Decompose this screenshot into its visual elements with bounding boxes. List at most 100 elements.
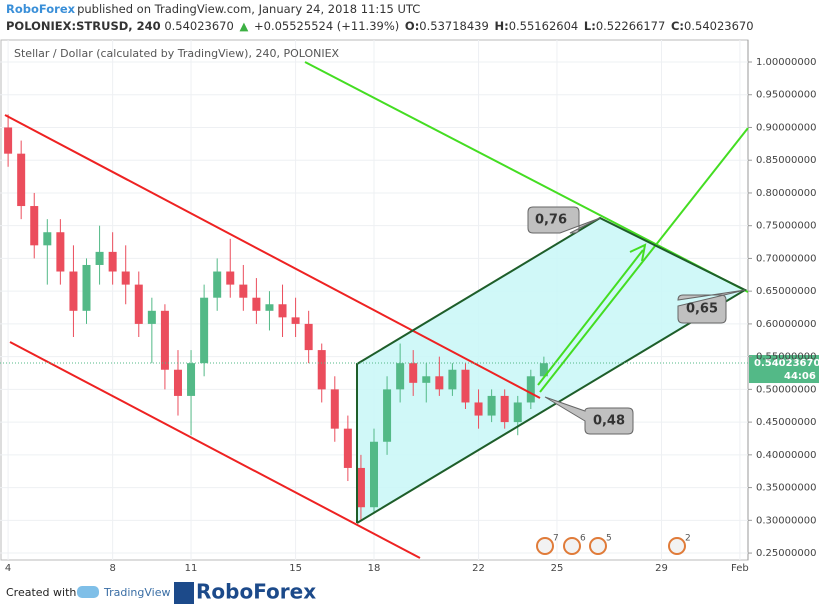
y-tick-label: 0.95000000 <box>756 90 816 101</box>
candle-body <box>383 389 392 442</box>
y-tick-label: 0.50000000 <box>756 384 816 395</box>
annotation-label: 0,76 <box>535 213 567 228</box>
last-price-label: 0.54023670 <box>754 358 820 369</box>
candle-body <box>69 271 78 311</box>
candle-body <box>317 350 326 390</box>
y-tick-label: 0.70000000 <box>756 253 816 264</box>
y-tick-label: 0.45000000 <box>756 417 816 428</box>
candle-body <box>239 284 248 298</box>
candle-body <box>435 376 444 390</box>
candle-body <box>4 127 13 154</box>
callout <box>527 206 601 234</box>
candle-body <box>448 369 457 390</box>
candle-body <box>30 206 39 246</box>
event-icon <box>668 537 686 555</box>
l: 0.52266177 <box>595 19 666 33</box>
candle-body <box>108 251 117 272</box>
red-lower-line <box>9 341 421 559</box>
y-tick-label: 0.35000000 <box>756 483 816 494</box>
green-line <box>304 61 749 293</box>
x-tick-label: 4 <box>5 563 11 574</box>
callout <box>677 289 746 324</box>
candle-body <box>539 363 548 377</box>
chart-title: Stellar / Dollar (calculated by TradingV… <box>14 47 340 60</box>
x-tick-label: 22 <box>472 563 485 574</box>
symbol-line: POLONIEX:STRUSD, 240 0.54023670 ▲ +0.055… <box>6 19 756 33</box>
candle-body <box>17 153 26 207</box>
event-count: 7 <box>553 534 559 544</box>
candle-body <box>200 297 209 364</box>
candle-body <box>343 428 352 468</box>
price: 0.54023670 <box>164 19 234 33</box>
event-icon <box>563 537 581 555</box>
y-tick-label: 0.40000000 <box>756 450 816 461</box>
candle-body <box>56 232 65 272</box>
x-tick-label: 15 <box>289 563 302 574</box>
rf-logo <box>174 582 194 604</box>
candle-body <box>82 264 91 311</box>
candle-body <box>147 310 156 324</box>
candle-body <box>370 441 378 508</box>
candle-body <box>226 271 235 285</box>
candle-body <box>160 310 169 370</box>
footer-tv: TradingView <box>103 586 170 599</box>
event-count: 5 <box>606 534 612 544</box>
brand: RoboForex <box>6 2 76 16</box>
candle-body <box>409 363 418 383</box>
h: 0.55162604 <box>508 19 579 33</box>
x-tick-label: 8 <box>109 563 115 574</box>
candles <box>4 114 548 521</box>
green-rising-line <box>539 127 749 393</box>
candle-body <box>396 363 405 390</box>
o-label: O: <box>404 19 420 33</box>
arrow-head <box>629 243 647 262</box>
candle-body <box>330 389 339 429</box>
candle-body <box>187 363 196 396</box>
y-tick-label: 0.90000000 <box>756 122 816 133</box>
callout <box>544 396 634 435</box>
y-tick-label: 0.80000000 <box>756 188 816 199</box>
x-tick-label: 18 <box>368 563 381 574</box>
red-upper-line <box>4 114 541 399</box>
candle-body <box>95 251 104 265</box>
candle-body <box>291 317 300 324</box>
h-label: H: <box>494 19 509 33</box>
symbol: POLONIEX:STRUSD, 240 <box>6 19 161 33</box>
candle-body <box>500 395 509 423</box>
event-icon <box>536 537 554 555</box>
x-tick-label: 25 <box>551 563 564 574</box>
y-tick-label: 0.85000000 <box>756 155 816 166</box>
candle-body <box>265 304 274 311</box>
candle-body <box>487 395 496 416</box>
y-tick-label: 0.30000000 <box>756 515 816 526</box>
event-count: 2 <box>685 534 691 544</box>
countdown: 44:06 <box>784 371 816 382</box>
x-tick-label: Feb <box>731 563 749 574</box>
event-icon <box>589 537 607 555</box>
last-price-tag <box>749 355 819 384</box>
event-count: 6 <box>580 534 586 544</box>
c-label: C: <box>670 19 685 33</box>
y-tick-label: 0.75000000 <box>756 221 816 232</box>
arrow: ▲ <box>239 19 249 33</box>
y-tick-label: 0.55000000 <box>756 352 816 363</box>
candle-body <box>252 297 261 311</box>
annotation-label: 0,48 <box>593 414 625 429</box>
change: +0.05525524 (+11.39%) <box>254 19 400 33</box>
tv-logo <box>77 586 99 598</box>
candle-body <box>213 271 222 298</box>
footer-brand: RoboForex <box>196 580 316 604</box>
l-label: L: <box>583 19 596 33</box>
candle-body <box>43 232 52 246</box>
x-tick-label: 29 <box>655 563 668 574</box>
footer-created: Created with <box>6 586 76 599</box>
candle-body <box>526 376 535 403</box>
candle-body <box>422 376 431 383</box>
candle-body <box>134 284 143 324</box>
annotation-label: 0,65 <box>686 302 718 317</box>
published: published on TradingView.com, January 24… <box>77 2 421 16</box>
candle-body <box>356 467 365 508</box>
c: 0.54023670 <box>684 19 754 33</box>
candle-body <box>513 402 522 423</box>
